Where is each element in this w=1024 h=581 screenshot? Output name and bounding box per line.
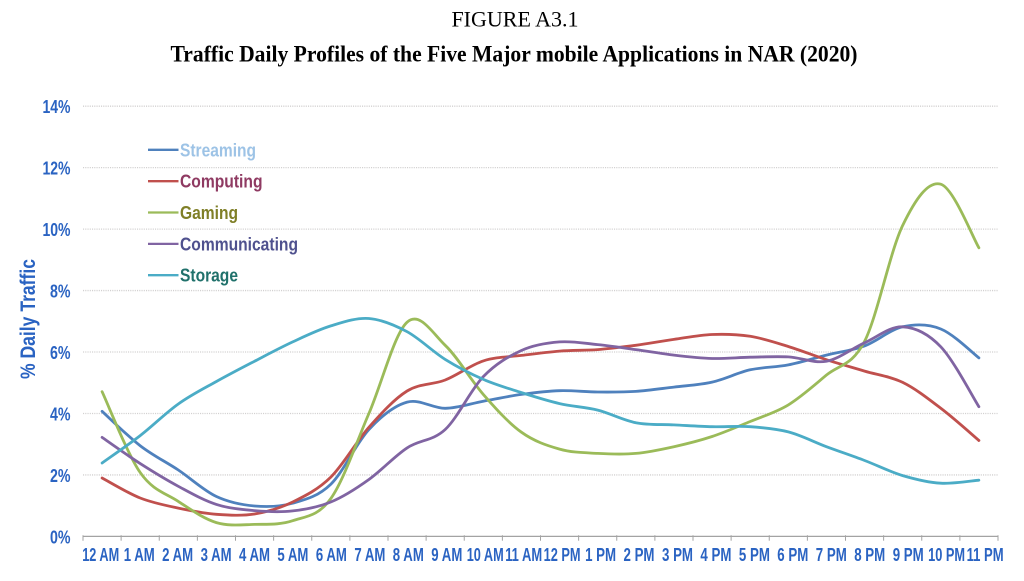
svg-text:Streaming: Streaming: [180, 140, 256, 160]
svg-text:8%: 8%: [50, 282, 71, 302]
svg-text:9 AM: 9 AM: [431, 545, 462, 565]
svg-text:3 AM: 3 AM: [201, 545, 232, 565]
svg-text:7 PM: 7 PM: [816, 545, 847, 565]
svg-text:2 PM: 2 PM: [624, 545, 655, 565]
svg-text:12 AM: 12 AM: [82, 545, 119, 565]
svg-text:Gaming: Gaming: [180, 203, 238, 223]
svg-text:9 PM: 9 PM: [893, 545, 924, 565]
svg-text:Computing: Computing: [180, 172, 263, 192]
svg-text:Communicating: Communicating: [180, 234, 298, 254]
svg-text:6%: 6%: [50, 343, 71, 363]
svg-text:2%: 2%: [50, 466, 71, 486]
svg-text:10 PM: 10 PM: [928, 545, 965, 565]
svg-text:5 PM: 5 PM: [739, 545, 770, 565]
svg-text:Storage: Storage: [180, 266, 238, 286]
svg-text:0%: 0%: [50, 527, 71, 547]
svg-text:8 AM: 8 AM: [393, 545, 424, 565]
svg-text:4 PM: 4 PM: [700, 545, 731, 565]
svg-text:1 AM: 1 AM: [124, 545, 155, 565]
svg-text:10 AM: 10 AM: [467, 545, 504, 565]
svg-text:4%: 4%: [50, 404, 71, 424]
svg-text:1 PM: 1 PM: [585, 545, 616, 565]
svg-text:6 PM: 6 PM: [777, 545, 808, 565]
svg-text:3 PM: 3 PM: [662, 545, 693, 565]
svg-text:Traffic Daily Profiles of the: Traffic Daily Profiles of the Five Major…: [171, 41, 858, 66]
svg-text:12 PM: 12 PM: [544, 545, 581, 565]
svg-text:8 PM: 8 PM: [854, 545, 885, 565]
svg-text:6 AM: 6 AM: [316, 545, 347, 565]
svg-text:11 AM: 11 AM: [505, 545, 542, 565]
svg-text:11 PM: 11 PM: [967, 545, 1004, 565]
svg-text:10%: 10%: [43, 220, 71, 240]
svg-text:FIGURE A3.1: FIGURE A3.1: [451, 6, 578, 31]
svg-text:5 AM: 5 AM: [277, 545, 308, 565]
svg-text:12%: 12%: [43, 159, 71, 179]
svg-text:4 AM: 4 AM: [239, 545, 270, 565]
svg-text:2 AM: 2 AM: [162, 545, 193, 565]
svg-text:% Daily Traffic: % Daily Traffic: [16, 259, 40, 379]
svg-text:7 AM: 7 AM: [354, 545, 385, 565]
svg-text:14%: 14%: [43, 97, 71, 117]
